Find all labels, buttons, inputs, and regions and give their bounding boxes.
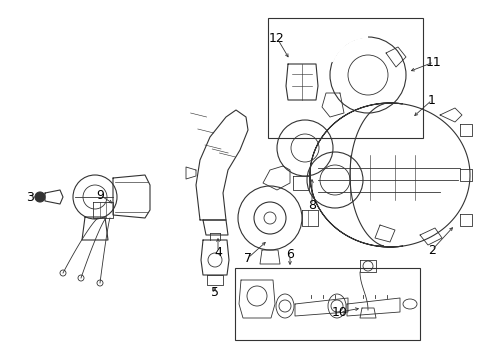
Text: 12: 12: [268, 32, 285, 45]
Text: 8: 8: [307, 198, 315, 212]
Text: 3: 3: [26, 190, 34, 203]
Text: 9: 9: [96, 189, 104, 202]
Text: 7: 7: [244, 252, 251, 265]
Text: 2: 2: [427, 243, 435, 257]
Text: 10: 10: [331, 306, 347, 319]
Text: 1: 1: [427, 94, 435, 107]
Text: 6: 6: [285, 248, 293, 261]
Bar: [235, 268, 419, 340]
Text: 4: 4: [214, 246, 222, 258]
Text: 5: 5: [210, 285, 219, 298]
Text: 11: 11: [425, 55, 441, 68]
Bar: [267, 18, 422, 138]
Circle shape: [35, 192, 45, 202]
